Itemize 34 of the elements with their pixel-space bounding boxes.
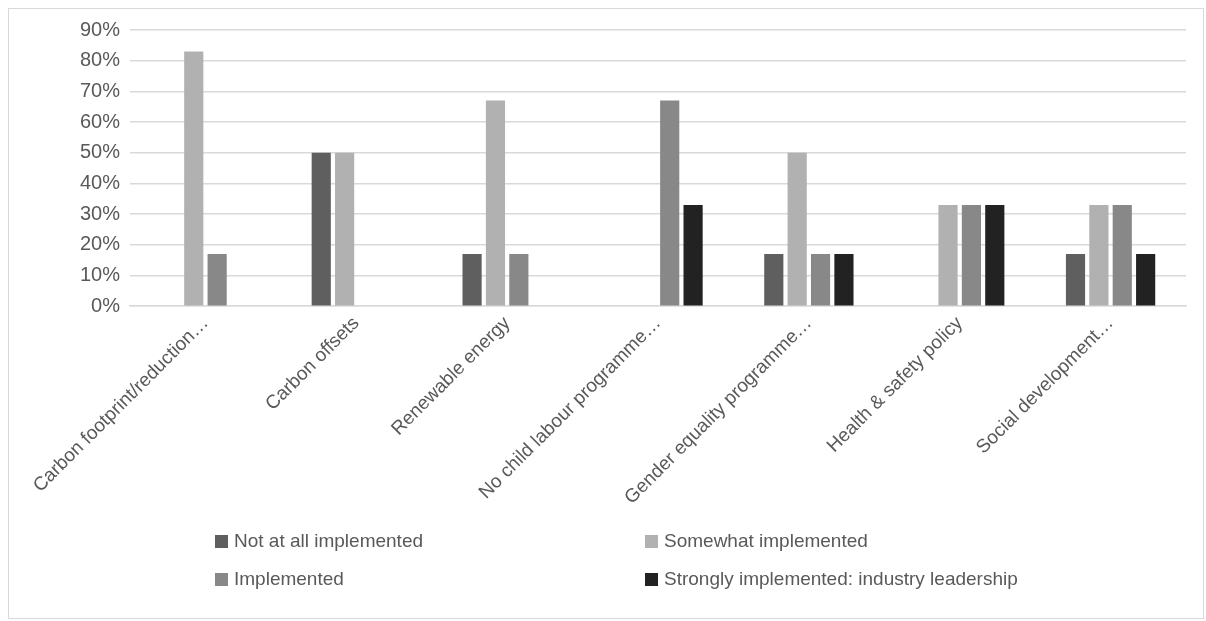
bar — [810, 254, 831, 306]
legend-label: Somewhat implemented — [664, 530, 868, 552]
bar — [787, 152, 807, 306]
y-tick-label: 30% — [80, 201, 121, 224]
y-tick-label: 70% — [80, 78, 121, 101]
bar — [1089, 204, 1109, 306]
bar — [764, 254, 784, 306]
bar — [985, 204, 1005, 306]
y-tick-label: 20% — [80, 232, 121, 255]
bar — [834, 254, 854, 306]
y-tick-label: 80% — [80, 48, 121, 71]
y-tick-label: 0% — [91, 293, 121, 316]
legend-label: Strongly implemented: industry leadership — [664, 568, 1018, 590]
y-tick-label: 40% — [80, 170, 121, 193]
bar — [335, 152, 355, 306]
bar — [683, 204, 703, 306]
y-tick-label: 50% — [80, 140, 121, 163]
bar — [1112, 204, 1132, 306]
bar — [1136, 254, 1156, 306]
y-tick-label: 60% — [80, 109, 121, 132]
legend-label: Implemented — [234, 568, 344, 590]
y-tick-label: 90% — [80, 17, 121, 40]
bar — [509, 254, 529, 306]
bar — [938, 204, 958, 306]
y-tick-label: 10% — [80, 263, 121, 285]
legend-label: Not at all implemented — [234, 530, 424, 552]
bar — [462, 254, 482, 306]
bar — [1065, 254, 1086, 306]
bar — [961, 204, 981, 306]
bar — [660, 100, 680, 306]
bar — [485, 100, 506, 306]
bar — [311, 152, 331, 306]
bar — [207, 254, 227, 306]
bar — [184, 51, 204, 306]
